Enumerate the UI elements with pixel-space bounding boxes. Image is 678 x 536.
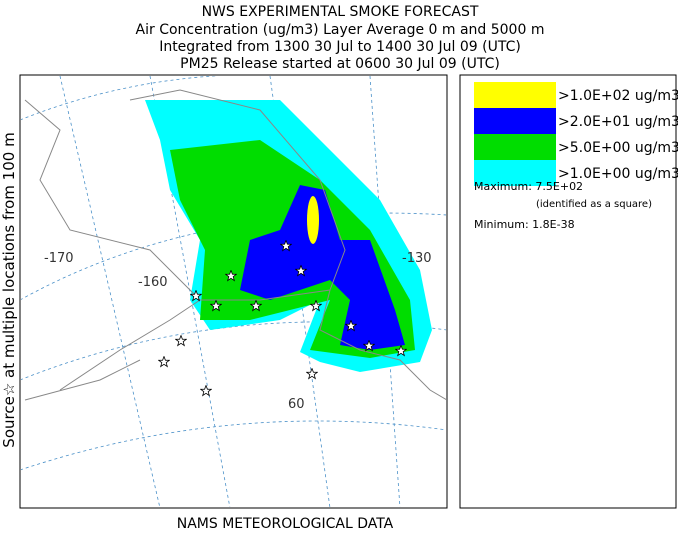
plume-level [240, 185, 405, 350]
title: NWS EXPERIMENTAL SMOKE FORECAST [202, 4, 479, 20]
graticule-label: -170 [44, 251, 74, 266]
maximum-note: (identified as a square) [536, 199, 652, 210]
map: -170 -160 -130 60 [21, 76, 446, 507]
legend-label: >2.0E+01 ug/m3 [558, 114, 678, 130]
legend-swatch [474, 108, 556, 134]
header-line: Air Concentration (ug/m3) Layer Average … [136, 22, 545, 38]
legend-label: >1.0E+02 ug/m3 [558, 88, 678, 104]
legend-label: >5.0E+00 ug/m3 [558, 140, 678, 156]
minimum: Minimum: 1.8E-38 [474, 218, 575, 231]
legend: >1.0E+02 ug/m3 >2.0E+01 ug/m3 >5.0E+00 ug/… [474, 82, 678, 186]
header-line: PM25 Release started at 0600 30 Jul 09 (… [180, 56, 500, 72]
graticule-label: 60 [288, 397, 305, 412]
source-label: Source☆ at multiple locations from 100 m [0, 132, 18, 447]
footer: NAMS METEOROLOGICAL DATA [177, 516, 394, 532]
legend-swatch [474, 160, 556, 186]
maximum: Maximum: 7.5E+02 [474, 180, 583, 193]
header-line: Integrated from 1300 30 Jul to 1400 30 J… [159, 39, 521, 55]
legend-swatch [474, 134, 556, 160]
graticule-label: -160 [138, 275, 168, 290]
legend-label: >1.0E+00 ug/m3 [558, 166, 678, 182]
graticule-label: -130 [402, 251, 432, 266]
legend-swatch [474, 82, 556, 108]
plume-level [307, 196, 319, 244]
coastline [24, 89, 446, 401]
